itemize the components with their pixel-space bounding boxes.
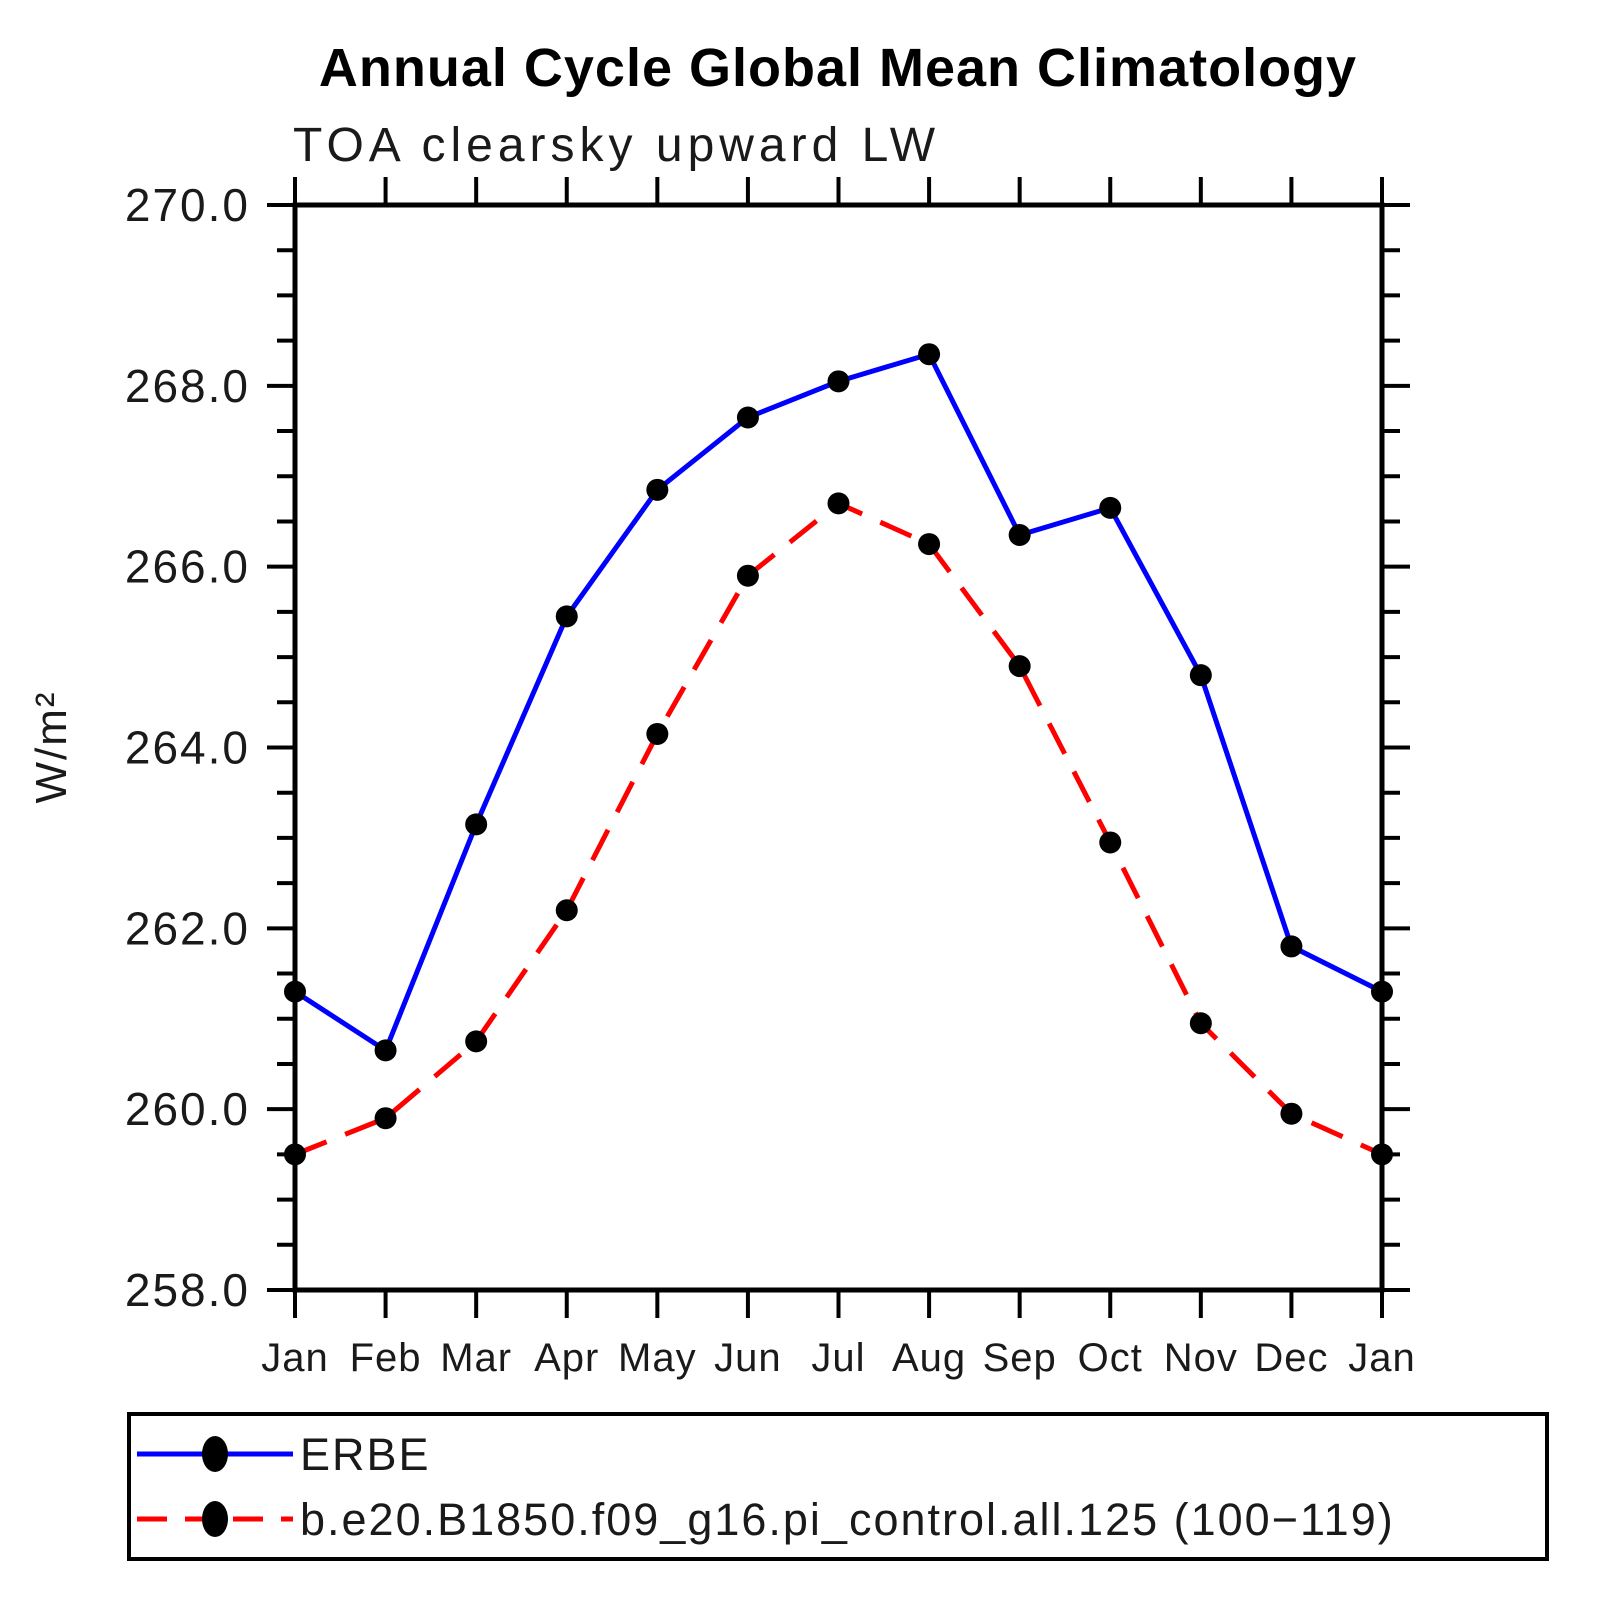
chart-subtitle: TOA clearsky upward LW (293, 119, 940, 172)
y-axis-tick-label: 262.0 (125, 902, 250, 954)
data-point-pi-control (374, 1107, 397, 1130)
y-axis-tick-label: 260.0 (125, 1083, 250, 1135)
series-line-erbe (293, 351, 1384, 1055)
data-point-erbe (465, 813, 488, 836)
data-point-pi-control (646, 722, 669, 745)
data-point-pi-control (555, 899, 578, 922)
x-axis-month-label: Jun (714, 1336, 782, 1380)
legend-label-pi-control: b.e20.B1850.f09_g16.pi_control.all.125 (… (300, 1494, 1395, 1545)
x-axis-month-label: Oct (1078, 1336, 1143, 1380)
y-axis-ticks: 258.0 260.0 262.0 264.0 266.0 268.0 270.0 (125, 179, 1410, 1316)
x-axis-month-label: Mar (440, 1336, 512, 1380)
x-axis-month-label: Sep (983, 1336, 1057, 1380)
data-point-pi-control (827, 492, 850, 515)
x-axis-month-label: Feb (350, 1336, 422, 1380)
data-point-erbe (374, 1039, 397, 1062)
series-line-pi-control (294, 500, 1384, 1157)
axis-frame (292, 202, 1385, 1293)
x-axis-month-label: Jan (261, 1336, 329, 1380)
legend-marker-erbe (202, 1436, 228, 1472)
y-axis-title: W/m² (27, 690, 76, 803)
y-axis-tick-label: 264.0 (125, 722, 250, 774)
data-point-pi-control (465, 1030, 488, 1053)
data-point-pi-control (1099, 831, 1122, 854)
x-axis-month-label: May (618, 1336, 697, 1380)
legend-box (127, 1412, 1549, 1561)
data-point-erbe (284, 980, 306, 1003)
legend-label-erbe: ERBE (300, 1429, 431, 1480)
data-point-erbe (1099, 496, 1122, 519)
data-point-erbe (918, 343, 941, 366)
data-point-erbe (1008, 524, 1031, 547)
legend: ERBE b.e20.B1850.f09_g16.pi_control.all.1… (127, 1412, 1549, 1561)
x-axis-month-label: Nov (1164, 1336, 1238, 1380)
data-point-pi-control (1189, 1012, 1212, 1035)
x-axis-ticks: Jan Feb Mar Apr May Jun Jul Aug Sep Oct Nov Dec Jan (261, 177, 1416, 1380)
data-point-pi-control (1008, 655, 1031, 678)
x-axis-month-label: Aug (892, 1336, 966, 1380)
data-point-erbe (1371, 980, 1393, 1003)
x-axis-month-label: Apr (534, 1336, 599, 1380)
data-point-erbe (1189, 664, 1212, 687)
data-point-erbe (827, 370, 850, 393)
data-point-erbe (736, 406, 759, 429)
legend-entry-erbe: ERBE (137, 1429, 431, 1480)
chart-title: Annual Cycle Global Mean Climatology (319, 38, 1357, 98)
plot-area: 258.0 260.0 262.0 264.0 266.0 268.0 270.0 Jan Fe… (125, 177, 1416, 1380)
data-point-pi-control (918, 533, 941, 556)
y-axis-tick-label: 266.0 (125, 541, 250, 593)
x-axis-month-label: Dec (1254, 1336, 1328, 1380)
data-point-erbe (1280, 935, 1303, 958)
y-axis-tick-label: 270.0 (125, 179, 250, 231)
data-point-pi-control (284, 1143, 306, 1166)
data-point-pi-control (1371, 1143, 1393, 1166)
x-axis-month-label: Jul (811, 1336, 865, 1380)
data-point-erbe (646, 478, 669, 501)
data-point-pi-control (736, 564, 759, 587)
data-point-erbe (555, 605, 578, 628)
x-axis-month-label: Jan (1348, 1336, 1416, 1380)
legend-marker-pi-control (202, 1501, 228, 1537)
y-axis-tick-label: 258.0 (125, 1264, 250, 1316)
y-axis-tick-label: 268.0 (125, 360, 250, 412)
data-point-pi-control (1280, 1102, 1303, 1125)
legend-entry-pi-control: b.e20.B1850.f09_g16.pi_control.all.125 (… (137, 1494, 1395, 1545)
